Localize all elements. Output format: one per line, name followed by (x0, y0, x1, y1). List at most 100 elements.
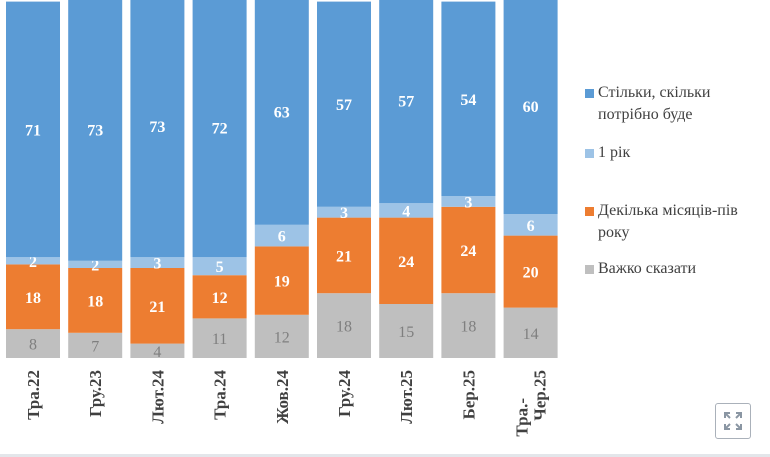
data-label: 5 (216, 259, 224, 276)
bar-segment (441, 196, 496, 207)
data-label: 3 (464, 194, 472, 211)
bar-segment (379, 304, 434, 358)
bar-segment (68, 332, 123, 358)
data-label: 71 (25, 122, 41, 139)
bar-segment (379, 203, 434, 218)
data-label: 72 (212, 121, 228, 138)
bar-segment (441, 1, 496, 196)
data-label: 15 (398, 324, 414, 341)
category-label: Тра.24 (211, 370, 230, 420)
bar-segment (379, 217, 434, 304)
legend-swatch (585, 149, 594, 158)
data-label: 4 (153, 344, 161, 361)
bar-segment (68, 268, 123, 333)
data-label: 2 (91, 257, 99, 274)
bar-segment (317, 206, 371, 218)
legend-swatch (585, 89, 594, 98)
legend-label-line: року (598, 224, 630, 241)
bar-segment (317, 293, 371, 358)
legend-item-several-months: Декілька місяців-пів року (585, 200, 738, 244)
bar-segment (503, 214, 558, 236)
legend-label: Важко сказати (598, 260, 697, 277)
bar-segment (192, 257, 247, 276)
legend-swatch (585, 265, 594, 274)
stacked-bar-chart: 8 18 2 71 Тра.22 7 18 2 73 Гру.23 4 21 3 73 Лют.24 11 12… (6, 0, 558, 437)
bar-segment (254, 0, 309, 225)
legend-label-line: Декілька місяців-пів (598, 202, 738, 219)
category-label: Жов.24 (273, 370, 292, 425)
legend-label: Декілька місяців-пів року (598, 200, 738, 244)
legend-label-line: потрібно буде (598, 106, 693, 123)
data-label: 12 (274, 329, 290, 346)
data-label: 18 (336, 319, 352, 336)
bar-segment (130, 0, 185, 258)
category-label: Лют.24 (148, 370, 167, 424)
data-label: 3 (340, 205, 348, 222)
data-label: 60 (523, 99, 539, 116)
data-label: 12 (212, 290, 228, 307)
bar-segment (192, 275, 247, 319)
bar-segment (6, 329, 60, 358)
bottom-divider (0, 454, 770, 457)
data-label: 14 (523, 326, 539, 343)
bar-segment (254, 246, 309, 315)
bar-segment (6, 257, 60, 265)
legend-item-hard-to-say: Важко сказати (585, 258, 696, 280)
data-label: 24 (460, 243, 476, 260)
data-label: 73 (149, 119, 165, 136)
bar-segment (317, 1, 371, 207)
data-label: 19 (274, 274, 290, 291)
category-label: Тра.-Чер.25 (513, 370, 550, 437)
data-label: 54 (460, 92, 476, 109)
category-label: Гру.23 (86, 370, 105, 417)
data-label: 21 (336, 248, 352, 265)
data-label: 18 (25, 290, 41, 307)
data-label: 6 (527, 218, 535, 235)
category-label: Лют.25 (397, 370, 416, 424)
data-label: 63 (274, 104, 290, 121)
bar-segment (192, 0, 247, 258)
expand-button[interactable] (715, 403, 751, 439)
data-label: 20 (523, 265, 539, 282)
data-label: 18 (87, 293, 103, 310)
bar-segment (130, 257, 185, 268)
data-label: 6 (278, 229, 286, 246)
data-label: 57 (336, 97, 352, 114)
legend-item-1-year: 1 рік (585, 142, 630, 164)
bar-segment (6, 264, 60, 330)
category-label: Гру.24 (335, 370, 354, 418)
category-label: Тра.22 (24, 370, 43, 420)
data-label: 24 (398, 254, 414, 271)
bar-segment (503, 235, 558, 308)
data-label: 2 (29, 254, 37, 271)
bar-segment (254, 224, 309, 247)
bar-segment (441, 206, 496, 294)
data-label: 4 (402, 203, 410, 220)
data-label: 11 (212, 331, 227, 348)
legend-label-line: Стільки, скільки (598, 84, 711, 101)
bar-segment (130, 268, 185, 344)
expand-arrows-icon (724, 412, 742, 430)
legend-item-as-long-as-needed: Стільки, скільки потрібно буде (585, 82, 710, 126)
bar-segment (441, 293, 496, 358)
bar-segment (68, 260, 123, 268)
bar-segment (192, 318, 247, 358)
bar-segment (379, 0, 434, 204)
bar-segment (6, 1, 60, 258)
data-label: 7 (91, 338, 99, 355)
category-label: Бер.25 (459, 370, 478, 420)
data-label: 3 (153, 256, 161, 273)
bar-segment (254, 314, 309, 358)
data-label: 8 (29, 337, 37, 354)
legend-label: Стільки, скільки потрібно буде (598, 82, 710, 126)
bar-segment (130, 343, 185, 358)
data-label: 73 (87, 122, 103, 139)
data-label: 57 (398, 94, 414, 111)
data-label: 21 (149, 299, 165, 316)
bar-segment (317, 217, 371, 294)
bar-segment (68, 0, 123, 261)
bar-segment (503, 0, 558, 215)
legend-swatch (585, 207, 594, 216)
bar-segment (503, 307, 558, 358)
legend-label: 1 рік (598, 144, 631, 161)
